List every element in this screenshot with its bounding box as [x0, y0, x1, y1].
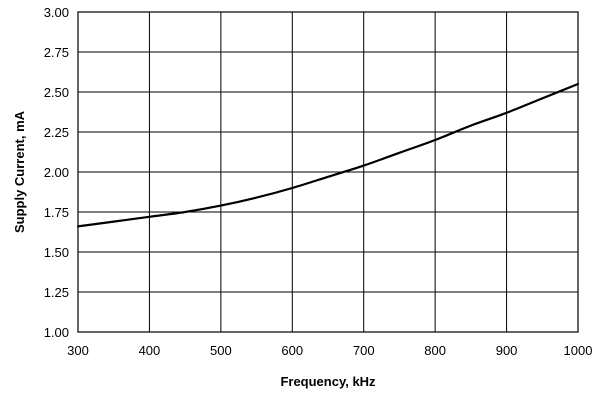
y-tick-label: 2.50 — [44, 85, 69, 100]
y-tick-label: 1.75 — [44, 205, 69, 220]
series-layer — [76, 82, 580, 228]
y-tick-label: 2.75 — [44, 45, 69, 60]
x-tick-label: 900 — [496, 343, 518, 358]
x-tick-label: 800 — [424, 343, 446, 358]
x-tick-label: 700 — [353, 343, 375, 358]
x-tick-label: 1000 — [564, 343, 593, 358]
x-axis-ticks: 300 400 500 600 700 800 900 1000 — [67, 343, 592, 358]
plot-area-frame — [77, 11, 579, 333]
x-tick-label: 600 — [281, 343, 303, 358]
grid — [77, 11, 579, 333]
x-tick-label: 500 — [210, 343, 232, 358]
x-tick-label: 400 — [139, 343, 161, 358]
y-axis-title: Supply Current, mA — [12, 110, 27, 233]
y-axis-ticks: 1.00 1.25 1.50 1.75 2.00 2.25 2.50 2.75 3.00 — [44, 5, 69, 340]
supply-current-line — [76, 82, 580, 228]
y-tick-label: 1.50 — [44, 245, 69, 260]
x-axis-title: Frequency, kHz — [280, 374, 376, 389]
y-tick-label: 2.25 — [44, 125, 69, 140]
y-tick-label: 1.25 — [44, 285, 69, 300]
y-tick-label: 1.00 — [44, 325, 69, 340]
y-tick-label: 2.00 — [44, 165, 69, 180]
x-tick-label: 300 — [67, 343, 89, 358]
y-tick-label: 3.00 — [44, 5, 69, 20]
